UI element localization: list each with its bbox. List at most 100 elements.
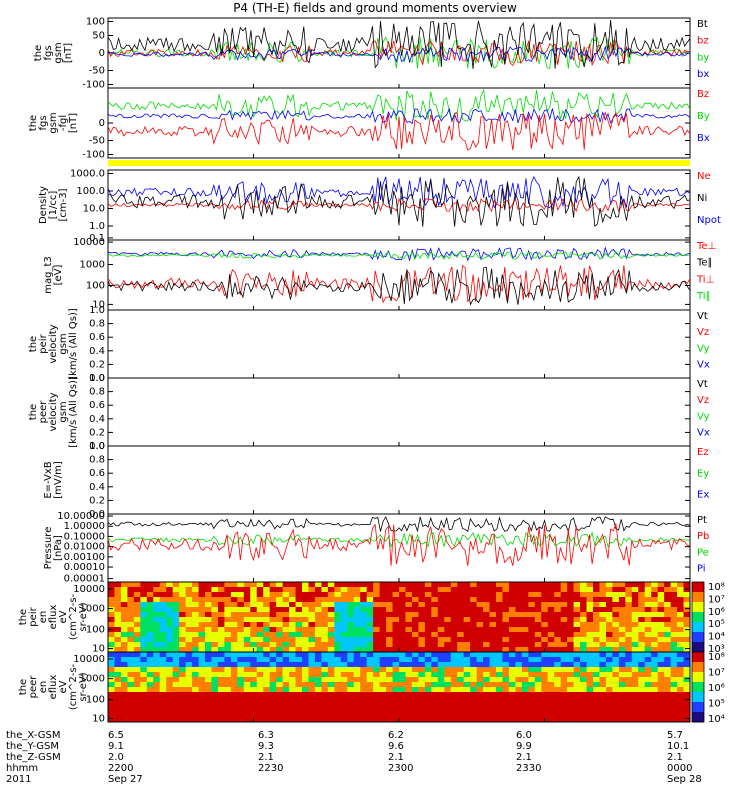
spectrogram-cell — [198, 717, 206, 723]
spectrogram-cell — [386, 602, 394, 608]
spectrogram-cell — [276, 607, 284, 613]
spectrogram-cell — [437, 672, 445, 678]
spectrogram-cell — [120, 612, 128, 618]
spectrogram-cell — [308, 602, 316, 608]
spectrogram-cell — [567, 662, 575, 668]
spectrogram-cell — [295, 637, 303, 643]
spectrogram-cell — [470, 602, 478, 608]
spectrogram-cell — [205, 582, 212, 588]
spectrogram-cell — [644, 647, 652, 653]
legend-entry: Pe — [697, 547, 709, 558]
spectrogram-cell — [366, 597, 374, 603]
spectrogram-cell — [670, 707, 678, 713]
spectrogram-cell — [321, 627, 329, 633]
spectrogram-cell — [360, 622, 368, 628]
spectrogram-cell — [217, 587, 225, 593]
spectrogram-cell — [289, 587, 297, 593]
spectrogram-cell — [120, 607, 128, 613]
spectrogram-cell — [263, 672, 271, 678]
spectrogram-cell — [250, 587, 258, 593]
spectrogram-cell — [120, 582, 128, 588]
spectrogram-cell — [243, 717, 251, 723]
spectrogram-cell — [217, 652, 225, 658]
spectrogram-cell — [534, 637, 542, 643]
spectrogram-cell — [340, 607, 348, 613]
spectrogram-cell — [631, 677, 639, 683]
spectrogram-cell — [146, 637, 154, 643]
spectrogram-cell — [353, 717, 361, 723]
spectrogram-cell — [638, 692, 646, 698]
spectrogram-cell — [444, 712, 452, 718]
spectrogram-cell — [250, 622, 258, 628]
spectrogram-cell — [528, 617, 536, 623]
spectrogram-cell — [172, 672, 180, 678]
spectrogram-cell — [612, 687, 620, 693]
spectrogram-cell — [321, 662, 329, 668]
spectrogram-cell — [172, 582, 180, 588]
spectrogram-cell — [586, 687, 594, 693]
spectrogram-cell — [334, 667, 342, 673]
spectrogram-cell — [211, 682, 219, 688]
spectrogram-cell — [521, 657, 529, 663]
spectrogram-cell — [437, 637, 445, 643]
spectrogram-cell — [360, 702, 368, 708]
spectrogram-cell — [508, 602, 516, 608]
spectrogram-cell — [444, 667, 452, 673]
spectrogram-cell — [599, 602, 607, 608]
spectrogram-cell — [508, 617, 516, 623]
spectrogram-cell — [379, 582, 387, 588]
spectrogram-cell — [340, 642, 348, 648]
y-axis-label: (cm^2-s- — [68, 663, 79, 710]
spectrogram-cell — [547, 682, 555, 688]
spectrogram-cell — [120, 712, 128, 718]
spectrogram-cell — [489, 702, 497, 708]
spectrogram-cell — [496, 597, 503, 603]
spectrogram-cell — [528, 597, 536, 603]
spectrogram-cell — [399, 692, 406, 698]
spectrogram-cell — [243, 712, 251, 718]
y-tick-label: 0.2 — [89, 359, 105, 370]
spectrogram-cell — [114, 712, 122, 718]
spectrogram-cell — [405, 642, 413, 648]
spectrogram-cell — [405, 602, 413, 608]
y-axis-label: [mV/m] — [53, 461, 64, 499]
spectrogram-cell — [133, 662, 141, 668]
spectrogram-cell — [418, 632, 426, 638]
spectrogram-cell — [379, 592, 387, 598]
spectrogram-cell — [153, 637, 161, 643]
spectrogram-cell — [476, 622, 484, 628]
spectrogram-cell — [560, 622, 568, 628]
spectrogram-cell — [405, 637, 413, 643]
spectrogram-cell — [521, 702, 529, 708]
spectrogram-cell — [237, 662, 245, 668]
spectrogram-cell — [618, 697, 626, 703]
spectrogram-cell — [224, 647, 232, 653]
spectrogram-cell — [185, 647, 193, 653]
spectrogram-cell — [230, 617, 238, 623]
ephem-y-3: 9.9 — [516, 741, 532, 752]
spectrogram-cell — [547, 717, 555, 723]
spectrogram-cell — [489, 612, 497, 618]
spectrogram-cell — [153, 677, 161, 683]
spectrogram-cell — [282, 587, 290, 593]
spectrogram-cell — [508, 697, 516, 703]
spectrogram-cell — [670, 652, 678, 658]
spectrogram-cell — [483, 642, 491, 648]
spectrogram-cell — [644, 592, 652, 598]
y-axis-label: en — [38, 681, 49, 694]
spectrogram-cell — [198, 587, 206, 593]
spectrogram-cell — [179, 592, 187, 598]
spectrogram-cell — [560, 642, 568, 648]
spectrogram-cell — [282, 662, 290, 668]
spectrogram-cell — [560, 692, 568, 698]
spectrogram-cell — [211, 657, 219, 663]
spectrogram-cell — [276, 642, 284, 648]
spectrogram-cell — [224, 582, 232, 588]
spectrogram-cell — [625, 632, 633, 638]
spectrogram-cell — [205, 587, 212, 593]
spectrogram-cell — [631, 687, 639, 693]
spectrogram-cell — [534, 712, 542, 718]
spectrogram-cell — [386, 637, 394, 643]
spectrogram-cell — [644, 697, 652, 703]
